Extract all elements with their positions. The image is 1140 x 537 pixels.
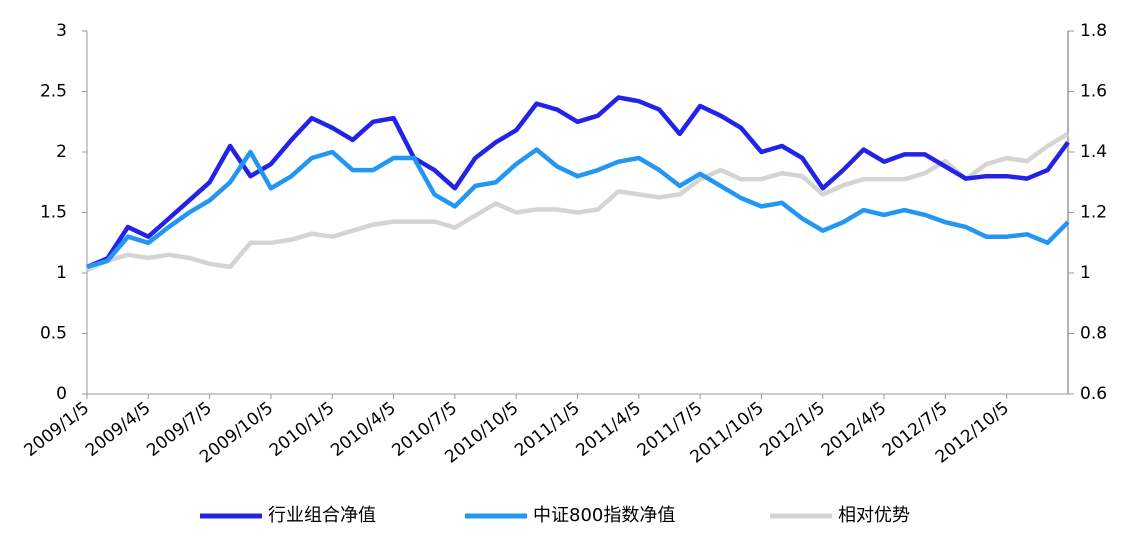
x-tick-label: 2009/4/5	[82, 398, 154, 461]
x-tick-label: 2009/1/5	[21, 398, 93, 461]
y-tick-label: 0	[56, 384, 67, 404]
y-tick-label: 3	[56, 21, 67, 41]
series-line	[86, 131, 1070, 273]
legend-label: 相对优势	[838, 505, 910, 526]
y-tick-label: 2	[56, 142, 67, 162]
y2-tick-label: 1.8	[1080, 21, 1107, 41]
legend-label: 行业组合净值	[268, 505, 376, 526]
x-tick-label: 2010/1/5	[266, 398, 338, 461]
y2-tick-label: 0.8	[1080, 324, 1107, 344]
x-tick-label: 2011/4/5	[572, 398, 644, 461]
y-tick-label: 2.5	[40, 82, 67, 102]
y2-tick-label: 1.6	[1080, 82, 1107, 102]
x-tick-label: 2010/4/5	[327, 398, 399, 461]
y2-tick-label: 1	[1080, 263, 1091, 283]
x-tick-label: 2012/4/5	[818, 398, 890, 461]
x-tick-label: 2011/1/5	[511, 398, 583, 461]
series-line	[86, 147, 1070, 270]
x-tick-label: 2012/1/5	[756, 398, 828, 461]
y2-tick-label: 0.6	[1080, 384, 1107, 404]
y-tick-label: 1	[56, 263, 67, 283]
y-tick-label: 0.5	[40, 324, 67, 344]
y2-tick-label: 1.2	[1080, 203, 1107, 223]
series-line	[86, 95, 1070, 269]
y2-tick-label: 1.4	[1080, 142, 1107, 162]
legend-label: 中证800指数净值	[533, 505, 675, 526]
y-tick-label: 1.5	[40, 203, 67, 223]
